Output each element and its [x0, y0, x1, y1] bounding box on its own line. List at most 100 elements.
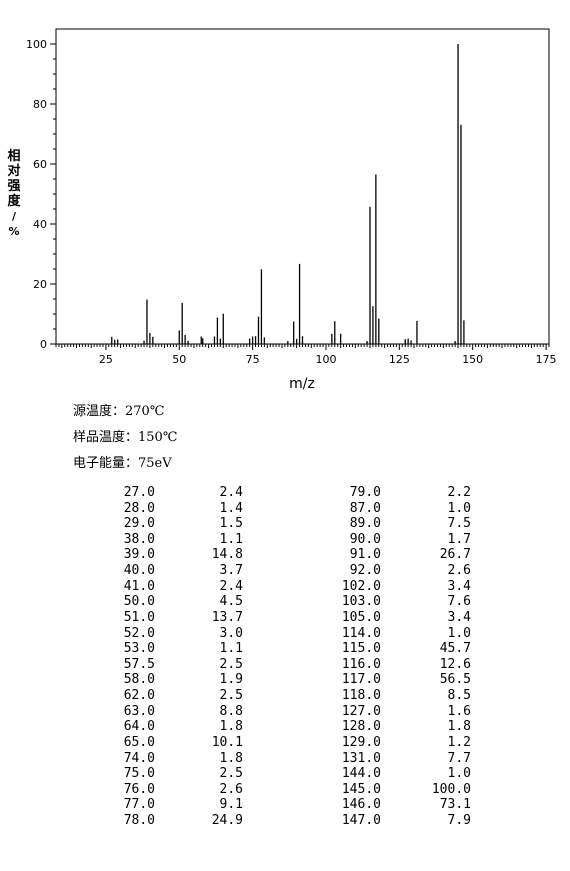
- table-row: 74.0 1.8 131.0 7.7: [0, 751, 570, 766]
- mz-cell: 117.0: [341, 672, 381, 688]
- intensity-cell: 56.5: [439, 672, 471, 688]
- mz-cell: 92.0: [349, 563, 381, 579]
- intensity-cell: 10.1: [211, 734, 243, 750]
- y-axis-label-char: %: [8, 225, 19, 238]
- intensity-cell: 2.6: [447, 563, 471, 579]
- intensity-cell: 12.6: [439, 656, 471, 672]
- intensity-cell: 1.5: [219, 516, 243, 532]
- mz-cell: 28.0: [123, 500, 155, 516]
- table-row: 50.0 4.5 103.0 7.6: [0, 594, 570, 609]
- table-row: 64.0 1.8 128.0 1.8: [0, 719, 570, 734]
- intensity-cell: 7.6: [447, 594, 471, 610]
- mz-cell: 103.0: [341, 594, 381, 610]
- y-tick-label: 100: [26, 38, 47, 51]
- table-row: 53.0 1.1 115.0 45.7: [0, 641, 570, 656]
- intensity-cell: 1.1: [219, 641, 243, 657]
- intensity-cell: 24.9: [211, 813, 243, 829]
- table-row: 28.0 1.4 87.0 1.0: [0, 501, 570, 516]
- mz-cell: 145.0: [341, 781, 381, 797]
- mz-cell: 65.0: [123, 734, 155, 750]
- intensity-cell: 14.8: [211, 547, 243, 563]
- x-tick-label: 100: [315, 353, 336, 366]
- y-axis-label-char: 强: [7, 179, 20, 194]
- mz-cell: 102.0: [341, 578, 381, 594]
- intensity-cell: 2.6: [219, 781, 243, 797]
- table-row: 29.0 1.5 89.0 7.5: [0, 516, 570, 531]
- mz-cell: 129.0: [341, 734, 381, 750]
- condition-value: 270℃: [125, 404, 165, 419]
- mz-cell: 64.0: [123, 719, 155, 735]
- mz-cell: 39.0: [123, 547, 155, 563]
- table-row: 39.0 14.8 91.0 26.7: [0, 547, 570, 562]
- condition-line: 电子能量：75eV: [73, 452, 172, 471]
- y-tick-label: 40: [33, 218, 47, 231]
- condition-line: 样品温度：150℃: [73, 426, 177, 445]
- mz-cell: 77.0: [123, 797, 155, 813]
- intensity-cell: 2.5: [219, 766, 243, 782]
- y-tick-label: 80: [33, 98, 47, 111]
- intensity-cell: 45.7: [439, 641, 471, 657]
- mz-cell: 62.0: [123, 688, 155, 704]
- intensity-cell: 3.4: [447, 578, 471, 594]
- mz-cell: 146.0: [341, 797, 381, 813]
- intensity-cell: 9.1: [219, 797, 243, 813]
- table-row: 62.0 2.5 118.0 8.5: [0, 688, 570, 703]
- intensity-cell: 3.4: [447, 609, 471, 625]
- x-tick-label: 75: [246, 353, 260, 366]
- x-tick-label: 150: [462, 353, 483, 366]
- intensity-cell: 1.4: [219, 500, 243, 516]
- intensity-cell: 1.0: [447, 625, 471, 641]
- table-row: 57.5 2.5 116.0 12.6: [0, 657, 570, 672]
- intensity-cell: 2.4: [219, 578, 243, 594]
- mz-cell: 58.0: [123, 672, 155, 688]
- intensity-cell: 7.9: [447, 813, 471, 829]
- table-row: 58.0 1.9 117.0 56.5: [0, 672, 570, 687]
- mz-cell: 50.0: [123, 594, 155, 610]
- mz-cell: 51.0: [123, 609, 155, 625]
- intensity-cell: 1.0: [447, 500, 471, 516]
- table-row: 52.0 3.0 114.0 1.0: [0, 626, 570, 641]
- intensity-cell: 7.5: [447, 516, 471, 532]
- mz-cell: 29.0: [123, 516, 155, 532]
- mz-cell: 52.0: [123, 625, 155, 641]
- table-row: 27.0 2.4 79.0 2.2: [0, 485, 570, 500]
- mz-cell: 114.0: [341, 625, 381, 641]
- x-tick-label: 175: [536, 353, 557, 366]
- mz-cell: 105.0: [341, 609, 381, 625]
- mz-cell: 147.0: [341, 813, 381, 829]
- mz-cell: 57.5: [123, 656, 155, 672]
- mz-cell: 53.0: [123, 641, 155, 657]
- intensity-cell: 4.5: [219, 594, 243, 610]
- mz-cell: 127.0: [341, 703, 381, 719]
- mz-cell: 90.0: [349, 531, 381, 547]
- intensity-cell: 1.7: [447, 531, 471, 547]
- intensity-cell: 3.7: [219, 563, 243, 579]
- condition-value: 150℃: [138, 430, 178, 445]
- table-row: 38.0 1.1 90.0 1.7: [0, 532, 570, 547]
- y-axis-label-char: 对: [7, 163, 20, 179]
- table-row: 76.0 2.6 145.0 100.0: [0, 782, 570, 797]
- table-row: 40.0 3.7 92.0 2.6: [0, 563, 570, 578]
- condition-label: 源温度：: [73, 404, 126, 419]
- intensity-cell: 1.1: [219, 531, 243, 547]
- mz-cell: 128.0: [341, 719, 381, 735]
- table-row: 41.0 2.4 102.0 3.4: [0, 579, 570, 594]
- intensity-cell: 7.7: [447, 750, 471, 766]
- mz-cell: 116.0: [341, 656, 381, 672]
- intensity-cell: 73.1: [439, 797, 471, 813]
- mz-cell: 115.0: [341, 641, 381, 657]
- intensity-cell: 1.8: [219, 750, 243, 766]
- y-tick-label: 20: [33, 278, 47, 291]
- intensity-cell: 2.4: [219, 485, 243, 500]
- x-tick-label: 25: [99, 353, 113, 366]
- y-axis-label-char: 相: [7, 148, 20, 164]
- mz-cell: 27.0: [123, 485, 155, 500]
- condition-value: 75eV: [138, 456, 172, 471]
- intensity-cell: 2.2: [447, 485, 471, 500]
- intensity-cell: 8.5: [447, 688, 471, 704]
- mz-cell: 76.0: [123, 781, 155, 797]
- mz-cell: 87.0: [349, 500, 381, 516]
- intensity-cell: 13.7: [211, 609, 243, 625]
- mz-cell: 89.0: [349, 516, 381, 532]
